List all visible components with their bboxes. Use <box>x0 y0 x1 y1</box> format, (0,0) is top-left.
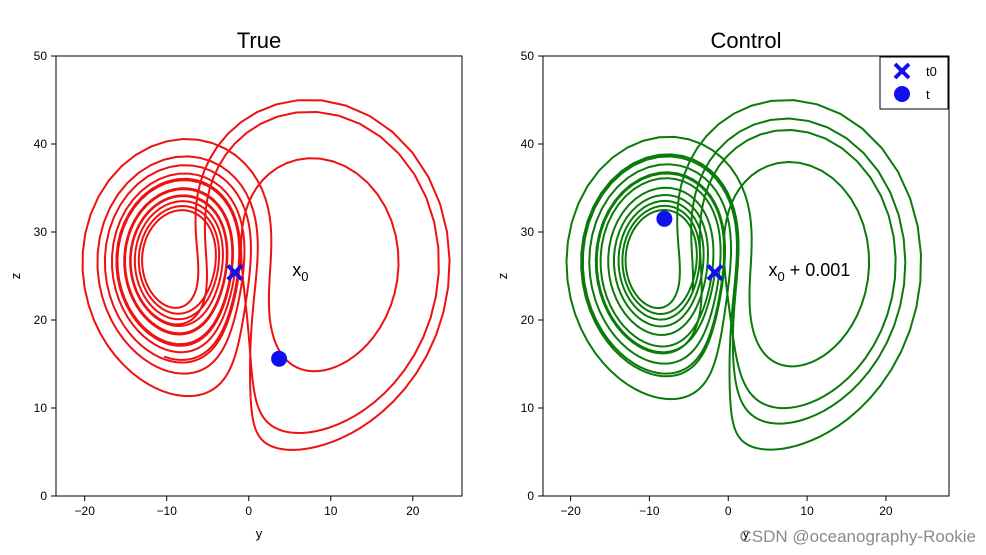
panel-true-xtick-label: 20 <box>406 504 420 518</box>
panel-true-series-line <box>81 99 451 451</box>
panel-true-ytick-label: 0 <box>40 489 47 503</box>
panel-control-series-line <box>565 99 922 451</box>
panel-true-end-marker <box>271 350 288 367</box>
panel-true-ytick-label: 20 <box>34 313 48 327</box>
panel-control-xlabel: y <box>743 526 750 541</box>
panel-control-ytick-label: 10 <box>521 401 535 415</box>
legend-marker-circle <box>894 86 910 102</box>
panel-control-xtick-label: 20 <box>879 504 893 518</box>
panel-control-start-marker <box>706 264 724 281</box>
panel-true-ytick-label: 30 <box>34 225 48 239</box>
panel-control-annotation: x0 + 0.001 <box>768 260 850 284</box>
panel-true-xtick-label: 10 <box>324 504 338 518</box>
panel-true-xtick-label: −20 <box>75 504 96 518</box>
panel-control-ytick-label: 40 <box>521 137 535 151</box>
panel-true-ytick-label: 10 <box>34 401 48 415</box>
panel-true-title: True <box>237 28 281 53</box>
legend-marker-x <box>893 62 911 80</box>
legend-entry-label: t0 <box>926 64 937 79</box>
panel-control: −20 −10 0 10 20 0 10 20 30 40 50 Control y z x0 + 0.00… <box>495 28 950 541</box>
panel-true: −20 −10 0 10 20 0 10 20 30 40 50 True y z x0 <box>8 28 463 541</box>
panel-true-xlabel: y <box>256 526 263 541</box>
panel-control-ytick-label: 50 <box>521 49 535 63</box>
panel-control-end-marker <box>656 210 673 227</box>
panel-control-ytick-label: 0 <box>527 489 534 503</box>
panel-control-xtick-label: −10 <box>639 504 660 518</box>
panel-true-ylabel: z <box>8 273 23 280</box>
panel-control-ytick-label: 30 <box>521 225 535 239</box>
legend-entry-label: t <box>926 87 930 102</box>
watermark-text: CSDN @oceanography-Rookie <box>739 527 976 546</box>
panel-control-xtick-label: 0 <box>725 504 732 518</box>
panel-true-xtick-label: −10 <box>157 504 178 518</box>
panel-true-ytick-label: 40 <box>34 137 48 151</box>
panel-control-axes-frame <box>542 55 950 497</box>
panel-control-ylabel: z <box>495 273 510 280</box>
panel-true-axes-frame <box>55 55 463 497</box>
panel-true-xtick-label: 0 <box>245 504 252 518</box>
panel-true-ytick-label: 50 <box>34 49 48 63</box>
panel-control-xtick-label: −20 <box>560 504 581 518</box>
panel-control-xtick-label: 10 <box>800 504 814 518</box>
legend-box <box>879 56 949 110</box>
panel-control-ytick-label: 20 <box>521 313 535 327</box>
panel-true-start-marker <box>226 264 244 281</box>
panel-control-title: Control <box>711 28 782 53</box>
panel-control-legend: t0 t <box>879 56 949 110</box>
panel-true-annotation: x0 <box>292 260 308 284</box>
